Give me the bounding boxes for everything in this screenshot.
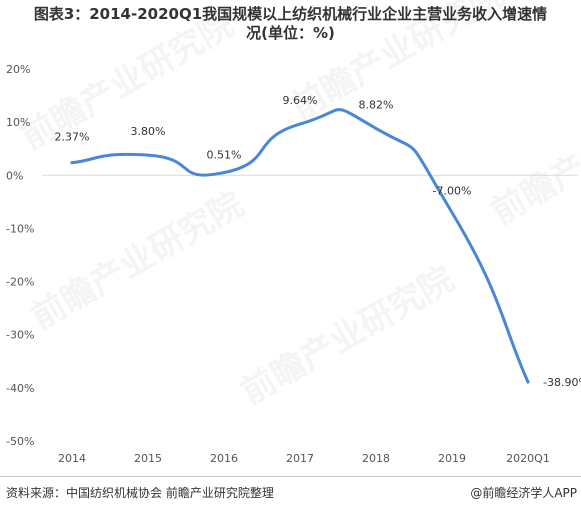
watermark-text: 前瞻产业研究院 <box>285 0 511 128</box>
source-note: 资料来源：中国纺织机械协会 前瞻产业研究院整理 <box>6 484 274 501</box>
data-label: 8.82% <box>359 98 394 111</box>
watermark-text: 前瞻产业研究院 <box>235 259 461 413</box>
x-tick-label: 2019 <box>438 452 466 465</box>
data-label: 0.51% <box>207 149 242 162</box>
watermark-text: 前瞻产业研究院 <box>15 4 241 158</box>
y-tick-label: 10% <box>6 116 30 129</box>
data-point <box>451 211 454 214</box>
data-point <box>147 154 150 157</box>
x-tick-label: 2016 <box>210 452 238 465</box>
x-tick-label: 2015 <box>134 452 162 465</box>
data-point <box>299 123 302 126</box>
x-tick-label: 2020Q1 <box>506 452 550 465</box>
data-point <box>375 127 378 130</box>
watermark-text: 前瞻产业研究院 <box>25 184 251 338</box>
data-label: 9.64% <box>283 94 318 107</box>
data-label: 2.37% <box>55 131 90 144</box>
x-tick-label: 2018 <box>362 452 390 465</box>
watermark-text: 前瞻产业研究院 <box>485 79 581 233</box>
x-tick-label: 2014 <box>58 452 86 465</box>
footer: 资料来源：中国纺织机械协会 前瞻产业研究院整理 @前瞻经济学人APP <box>0 476 581 511</box>
data-point <box>527 381 530 384</box>
data-label: 3.80% <box>131 125 166 138</box>
y-tick-label: -50% <box>6 435 34 448</box>
line-chart: 前瞻产业研究院前瞻产业研究院前瞻产业研究院前瞻产业研究院前瞻产业研究院20%10… <box>0 0 581 476</box>
data-point <box>71 161 74 164</box>
y-tick-label: -30% <box>6 329 34 342</box>
y-tick-label: -40% <box>6 382 34 395</box>
x-tick-label: 2017 <box>286 452 314 465</box>
brand-credit: @前瞻经济学人APP <box>470 484 577 501</box>
data-point <box>223 171 226 174</box>
y-tick-label: -10% <box>6 222 34 235</box>
y-tick-label: 20% <box>6 63 30 76</box>
y-tick-label: 0% <box>6 169 23 182</box>
data-label: -7.00% <box>433 184 472 197</box>
data-label: -38.90% <box>543 376 581 389</box>
y-tick-label: -20% <box>6 276 34 289</box>
